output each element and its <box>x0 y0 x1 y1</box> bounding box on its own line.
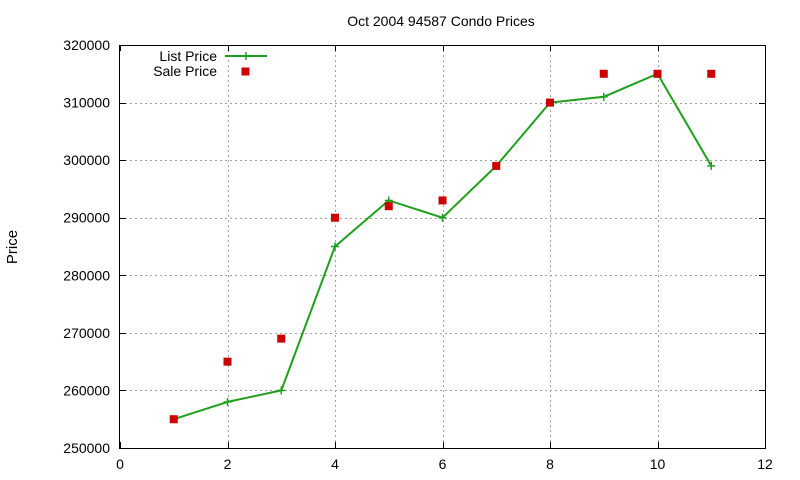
legend-swatch-sale-price-marker <box>241 67 250 76</box>
sale-price-point <box>277 334 286 343</box>
sale-price-point <box>707 69 716 78</box>
legend-label-list-price: List Price <box>159 48 217 64</box>
list-price-point <box>599 92 608 101</box>
x-tick-label: 12 <box>757 456 773 472</box>
axis-ticks <box>120 45 766 449</box>
y-tick-label: 290000 <box>63 210 110 226</box>
list-price-line <box>173 72 713 421</box>
legend-plus-mark <box>242 52 250 60</box>
sale-price-point <box>331 213 339 222</box>
list-price-point <box>223 397 232 406</box>
x-tick-label: 2 <box>224 456 232 472</box>
series-layer <box>169 69 716 424</box>
chart-title: Oct 2004 94587 Condo Prices <box>347 13 535 29</box>
list-price-point <box>331 242 339 251</box>
y-axis-label: Price <box>4 230 21 264</box>
x-tick-labels: 0 2 4 6 8 10 12 <box>116 456 773 472</box>
y-tick-label: 300000 <box>63 152 110 168</box>
sale-price-point <box>169 415 178 424</box>
list-price-point <box>277 386 286 395</box>
sale-price-point <box>223 357 232 366</box>
sale-price-point <box>492 161 501 170</box>
y-tick-label: 280000 <box>63 267 110 283</box>
x-tick-label: 0 <box>116 456 124 472</box>
sale-price-point <box>384 202 393 211</box>
y-tick-label: 310000 <box>63 95 110 111</box>
sale-price-point <box>438 196 447 205</box>
y-tick-labels: 250000 260000 270000 280000 290000 300000 3100… <box>63 37 110 456</box>
y-tick-label: 260000 <box>63 382 110 398</box>
sale-price-point <box>653 69 662 78</box>
y-tick-label: 270000 <box>63 325 110 341</box>
y-tick-label: 250000 <box>63 440 110 456</box>
plot-frame <box>119 45 766 449</box>
legend: List Price Sale Price <box>153 48 267 79</box>
grid-lines <box>120 45 765 448</box>
list-price-point <box>707 161 716 170</box>
sale-price-point <box>546 98 554 107</box>
sale-price-point <box>599 69 608 78</box>
list-price-point <box>438 213 447 222</box>
x-tick-label: 8 <box>546 456 554 472</box>
legend-swatch-list-price-marker <box>242 52 250 60</box>
legend-label-sale-price: Sale Price <box>153 63 217 79</box>
x-tick-label: 10 <box>650 456 666 472</box>
x-tick-label: 6 <box>439 456 447 472</box>
y-tick-label: 320000 <box>63 37 110 53</box>
x-tick-label: 4 <box>331 456 339 472</box>
